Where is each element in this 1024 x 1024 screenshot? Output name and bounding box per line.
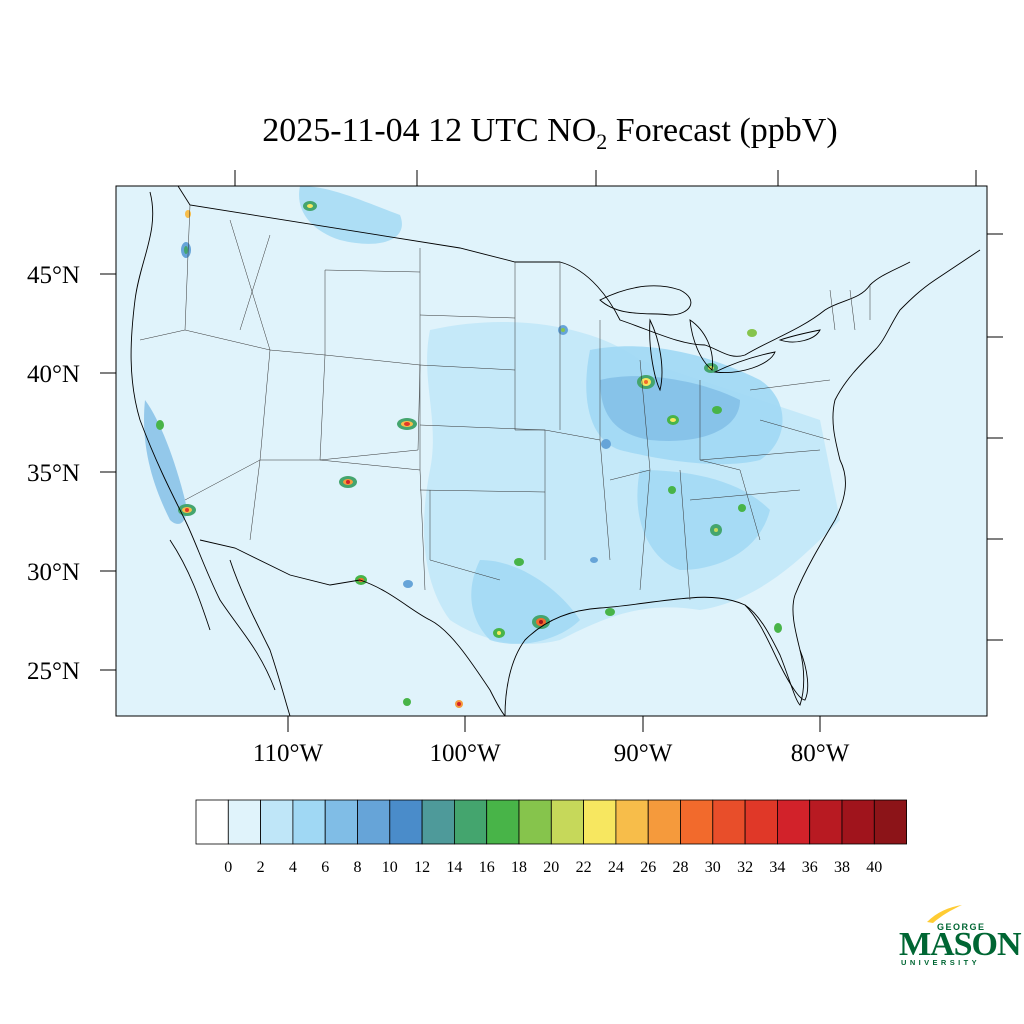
colorbar-swatch <box>873 799 907 845</box>
colorbar-tick-label: 18 <box>511 859 527 876</box>
state-borders <box>139 204 871 601</box>
colorbar-tick-label: 36 <box>802 859 818 876</box>
colorbar-swatch <box>227 799 262 845</box>
colorbar-tick-label: 20 <box>543 859 559 876</box>
colorbar-swatch <box>421 799 455 845</box>
lat-label-35: 35°N <box>27 460 80 487</box>
lon-label-90w: 90°W <box>614 740 673 767</box>
colorbar-tick-label: 16 <box>479 859 495 876</box>
colorbar-swatch <box>841 799 875 845</box>
title-subscript: 2 <box>596 128 608 154</box>
colorbar-swatch <box>647 799 681 845</box>
coastline-east <box>794 249 981 596</box>
us-canada-border <box>177 185 911 357</box>
map-frame <box>115 185 988 717</box>
colorbar-tick-label: 22 <box>576 859 592 876</box>
coastline-west <box>130 191 276 691</box>
map-title: 2025-11-04 12 UTC NO2 Forecast (ppbV) <box>0 112 1024 155</box>
colorbar-swatch <box>680 799 714 845</box>
us-mexico-border <box>199 539 506 717</box>
colorbar-swatch <box>518 799 552 845</box>
gmu-logo: GEORGE MASON UNIVERSITY <box>895 900 1022 970</box>
plume-northwest <box>299 186 402 244</box>
colorbar-tick-label: 24 <box>608 859 624 876</box>
colorbar-tick-label: 4 <box>289 859 297 876</box>
axis-ticks <box>100 170 1003 732</box>
florida <box>744 604 809 701</box>
colorbar-tick-label: 14 <box>446 859 462 876</box>
lat-label-45: 45°N <box>27 262 80 289</box>
colorbar-tick-label: 2 <box>257 859 265 876</box>
colorbar-tick-label: 12 <box>414 859 430 876</box>
lat-labels: 45°N 40°N 35°N 30°N 25°N <box>27 262 80 685</box>
colorbar-swatch <box>486 799 520 845</box>
colorbar-tick-label: 38 <box>834 859 850 876</box>
colorbar-swatch <box>744 799 778 845</box>
plume-texas <box>471 560 580 644</box>
colorbar-swatch <box>453 799 488 845</box>
gmu-swoosh-icon <box>927 905 962 923</box>
title-main: 2025-11-04 12 UTC NO <box>262 112 597 149</box>
colorbar-swatch <box>615 799 649 845</box>
lon-label-80w: 80°W <box>791 740 850 767</box>
boundaries <box>130 185 981 717</box>
colorbar-tick-label: 26 <box>640 859 656 876</box>
colorbar-swatch <box>550 799 584 845</box>
great-lakes <box>599 285 821 392</box>
coastline-mexico <box>169 539 291 717</box>
colorbar-tick-label: 34 <box>769 859 785 876</box>
lat-label-25: 25°N <box>27 658 80 685</box>
lat-label-40: 40°N <box>27 361 80 388</box>
colorbar-tick-label: 8 <box>354 859 362 876</box>
colorbar-swatch <box>324 799 358 845</box>
logo-bottom-text: UNIVERSITY <box>901 958 981 967</box>
logo-top-text: GEORGE <box>937 922 986 932</box>
colorbar-swatch <box>777 799 811 845</box>
colorbar-tick-label: 28 <box>673 859 689 876</box>
colorbar-swatch <box>809 799 843 845</box>
colorbar-tick-label: 32 <box>737 859 753 876</box>
colorbar-tick-label: 0 <box>224 859 232 876</box>
lat-label-30: 30°N <box>27 559 80 586</box>
plume-southeast <box>637 470 770 570</box>
logo-main-text: MASON <box>899 926 1022 963</box>
colorbar-tick-label: 6 <box>321 859 329 876</box>
colorbar-swatch <box>712 799 746 845</box>
colorbar <box>195 799 907 845</box>
plume-ohio-valley <box>600 376 740 441</box>
concentration-field <box>144 186 840 708</box>
colorbar-swatch <box>389 799 423 845</box>
colorbar-swatch <box>583 799 617 845</box>
hotspots <box>156 201 782 708</box>
coastline-gulf <box>504 594 805 717</box>
lon-label-100w: 100°W <box>429 740 500 767</box>
lon-labels: 110°W 100°W 90°W 80°W <box>253 740 850 767</box>
colorbar-swatch <box>195 799 229 845</box>
colorbar-tick-label: 30 <box>705 859 721 876</box>
lon-label-110w: 110°W <box>253 740 324 767</box>
colorbar-swatch <box>260 799 294 845</box>
title-rest: Forecast (ppbV) <box>607 112 838 149</box>
colorbar-swatch <box>357 799 391 845</box>
colorbar-labels: 0 2 4 6 8 10 12 14 16 18 20 22 24 26 28 30 32 34 36 38 40 <box>224 859 882 876</box>
plume-california <box>144 400 187 524</box>
colorbar-tick-label: 40 <box>866 859 882 876</box>
colorbar-swatch <box>292 799 326 845</box>
colorbar-tick-label: 10 <box>382 859 398 876</box>
